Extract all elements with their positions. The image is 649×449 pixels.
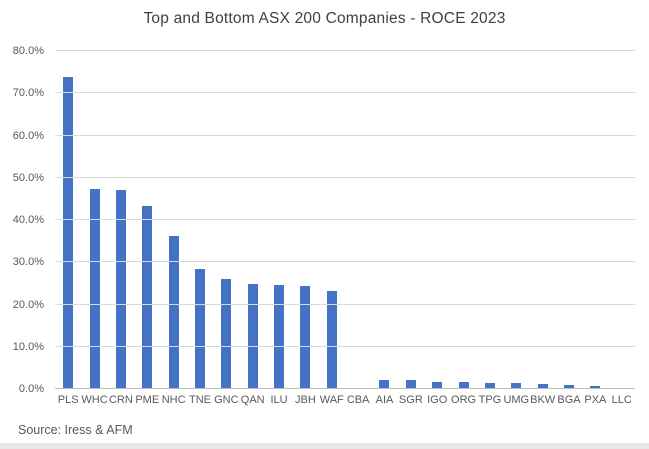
bar-slot-bkw (529, 50, 555, 388)
xtick-label-umg: UMG (503, 394, 530, 406)
xtick-label-qan: QAN (240, 394, 265, 406)
bottom-divider (0, 443, 649, 449)
bar-pme (142, 206, 153, 388)
bar-ilu (274, 284, 285, 388)
xtick-label-bga: BGA (557, 394, 581, 406)
xtick-label-waf: WAF (319, 394, 344, 406)
xtick-label-gnc: GNC (214, 394, 239, 406)
gridline (55, 345, 635, 347)
gridline (55, 176, 635, 178)
bar-igo (432, 381, 443, 388)
gridline (55, 134, 635, 136)
xtick-label-tpg: TPG (478, 394, 502, 406)
bar-slot-sgr (398, 50, 424, 388)
bar-pxa (590, 386, 601, 388)
bar-slot-crn (108, 50, 134, 388)
xtick-label-bkw: BKW (530, 394, 556, 406)
xtick-label-jbh: JBH (295, 394, 316, 406)
x-axis: PLS WHC CRN PME NHC TNE GNC QAN ILU JBH WAF CBA AIA S… (55, 394, 635, 406)
xtick-label-aia: AIA (375, 394, 394, 406)
bar-slot-jbh (292, 50, 318, 388)
plot-area (55, 50, 635, 389)
bar-slot-umg (503, 50, 529, 388)
y-axis: 0.0% 10.0% 20.0% 30.0% 40.0% 50.0% 60.0% 70.0% 8… (0, 45, 48, 395)
xtick-label-cba: CBA (346, 394, 370, 406)
bar-slot-gnc (213, 50, 239, 388)
xtick-label-ilu: ILU (270, 394, 288, 406)
xtick-label-whc: WHC (81, 394, 108, 406)
bar-aia (379, 380, 390, 388)
bar-tpg (484, 382, 495, 388)
bar-slot-aia (371, 50, 397, 388)
ytick-label: 60.0% (12, 129, 44, 142)
bar-series (55, 50, 635, 388)
bar-bga (564, 385, 574, 388)
ytick-label: 70.0% (12, 87, 44, 100)
ytick-label: 40.0% (12, 214, 44, 226)
xtick-label-nhc: NHC (161, 394, 186, 406)
xtick-label-pxa: PXA (584, 394, 607, 406)
gridline (55, 92, 635, 94)
ytick-label: 0.0% (18, 383, 44, 395)
bar-slot-pxa (582, 50, 608, 388)
bar-slot-pls (55, 50, 81, 388)
bar-slot-waf (319, 50, 345, 388)
bar-gnc (221, 279, 232, 388)
xtick-label-org: ORG (451, 394, 477, 406)
bar-bkw (537, 384, 548, 388)
gridline (55, 50, 635, 51)
bar-qan (247, 283, 258, 388)
bar-jbh (300, 286, 311, 388)
source-note: Source: Iress & AFM (18, 423, 133, 437)
bar-slot-pme (134, 50, 160, 388)
bar-slot-tne (187, 50, 213, 388)
bar-org (458, 382, 469, 388)
bar-umg (511, 382, 522, 388)
x-axis-line (55, 388, 635, 389)
ytick-label: 80.0% (12, 45, 44, 57)
bar-slot-qan (240, 50, 266, 388)
bar-slot-igo (424, 50, 450, 388)
bar-tne (194, 268, 205, 388)
bar-whc (89, 189, 100, 388)
gridline (55, 261, 635, 263)
xtick-label-igo: IGO (427, 394, 448, 406)
bar-slot-org (450, 50, 476, 388)
bar-pls (63, 77, 74, 388)
xtick-label-sgr: SGR (398, 394, 423, 406)
bar-nhc (168, 235, 179, 388)
bar-sgr (405, 380, 416, 388)
xtick-label-llc: LLC (611, 394, 632, 406)
bar-slot-nhc (160, 50, 186, 388)
ytick-label: 20.0% (12, 298, 44, 311)
ytick-label: 30.0% (12, 256, 44, 269)
bar-slot-bga (556, 50, 582, 388)
gridline (55, 219, 635, 220)
bar-waf (326, 291, 337, 388)
chart-title: Top and Bottom ASX 200 Companies - ROCE … (143, 10, 506, 27)
gridline (55, 303, 635, 305)
ytick-label: 50.0% (12, 171, 44, 184)
bar-slot-ilu (266, 50, 292, 388)
xtick-label-crn: CRN (108, 394, 133, 406)
bar-crn (115, 190, 126, 388)
xtick-label-tne: TNE (188, 394, 211, 406)
xtick-label-pme: PME (135, 394, 160, 406)
xtick-label-pls: PLS (57, 394, 79, 406)
bar-slot-tpg (477, 50, 503, 388)
bar-slot-whc (81, 50, 107, 388)
ytick-label: 10.0% (12, 340, 44, 353)
